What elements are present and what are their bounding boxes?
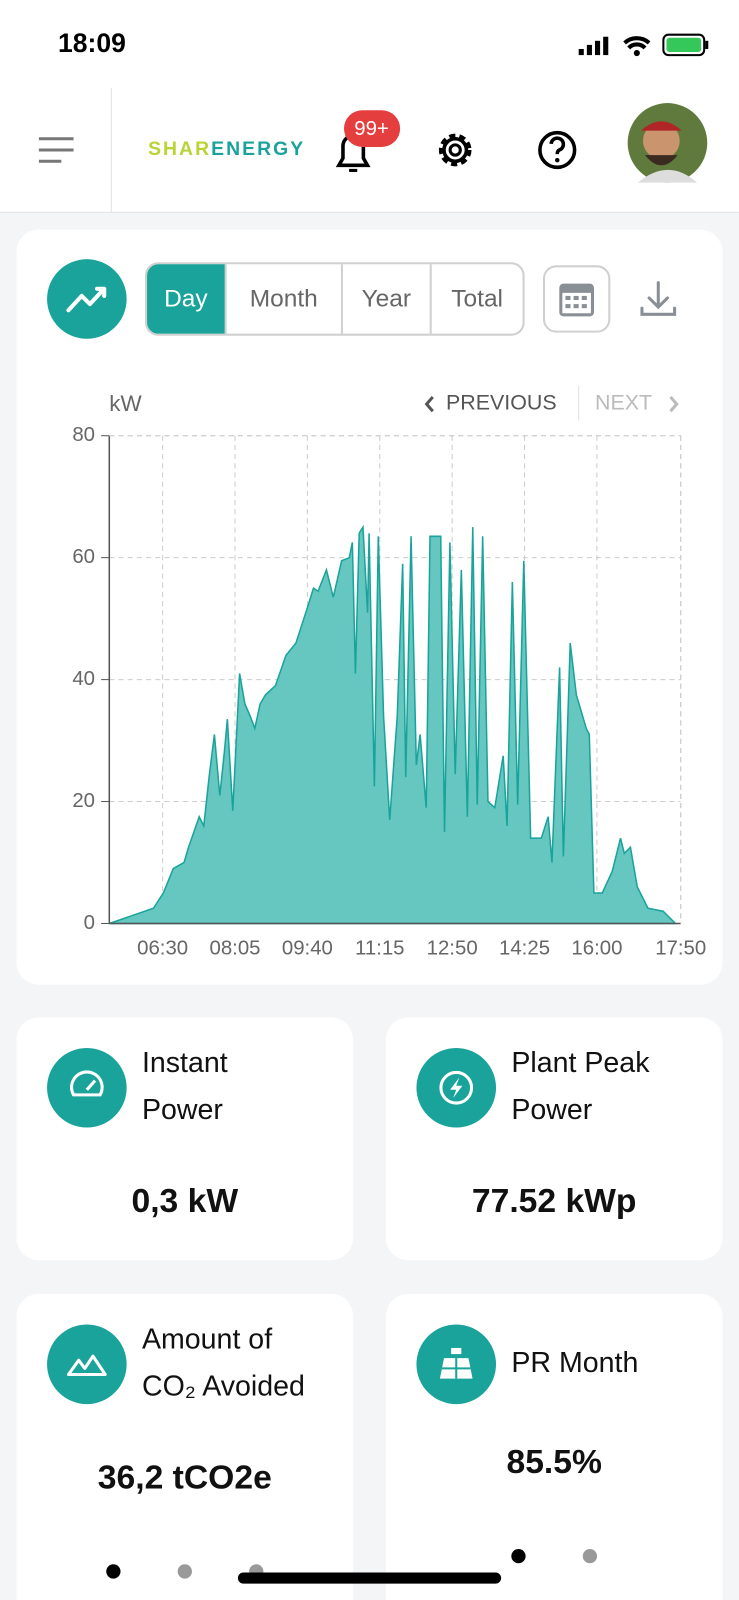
x-tick-label: 16:00 bbox=[571, 937, 622, 959]
y-tick-label: 80 bbox=[72, 424, 95, 446]
tab-label: Month bbox=[250, 285, 318, 312]
home-indicator bbox=[237, 1572, 502, 1584]
tab-label: Day bbox=[164, 285, 208, 312]
header-bg bbox=[0, 0, 739, 213]
card-title: Power bbox=[511, 1094, 592, 1126]
plot: 0 20 40 60 80 06:30 08:05 09:40 11:15 12:50 14:25 1… bbox=[72, 424, 706, 959]
card-title: Plant Peak bbox=[511, 1047, 650, 1079]
period-tabs: Day Month Year Total bbox=[145, 262, 525, 336]
card-title: Amount of bbox=[142, 1323, 272, 1355]
menu-button[interactable] bbox=[38, 137, 74, 163]
logo-suffix: ENERGY bbox=[211, 138, 305, 160]
calendar-button[interactable] bbox=[542, 265, 611, 333]
settings-button[interactable] bbox=[438, 133, 472, 167]
card-title: CO₂ Avoided bbox=[142, 1370, 305, 1402]
y-tick-label: 20 bbox=[72, 790, 95, 812]
avatar[interactable] bbox=[627, 103, 708, 183]
y-tick-label: 60 bbox=[72, 546, 95, 568]
pagination bbox=[106, 1548, 598, 1579]
tab-selected-bg bbox=[147, 264, 226, 334]
logo-prefix: SHAR bbox=[148, 138, 211, 160]
card-icon bbox=[416, 1047, 497, 1128]
cards: Instant Power 0,3 kW Plant Peak Power 77.52 k… bbox=[16, 1017, 723, 1600]
x-tick-label: 09:40 bbox=[282, 937, 333, 959]
stat-card: PR Month 85.5% bbox=[385, 1293, 723, 1600]
tab[interactable]: Month bbox=[224, 264, 318, 334]
stat-card: Instant Power 0,3 kW bbox=[16, 1017, 354, 1261]
tab[interactable]: Day bbox=[147, 264, 226, 334]
card-icon bbox=[47, 1047, 127, 1128]
next-label: NEXT bbox=[595, 391, 652, 415]
tab[interactable]: Year bbox=[340, 264, 411, 334]
help-button[interactable] bbox=[538, 130, 577, 170]
card-title: PR Month bbox=[511, 1347, 638, 1379]
area bbox=[109, 524, 678, 925]
notifications-button[interactable]: 99+ bbox=[335, 110, 401, 172]
x-tick-label: 08:05 bbox=[209, 937, 260, 959]
next-button: NEXT bbox=[595, 391, 679, 415]
card-value: 85.5% bbox=[506, 1444, 602, 1481]
download-button[interactable] bbox=[640, 281, 677, 316]
x-tick-label: 12:50 bbox=[427, 937, 478, 959]
status-time: 18:09 bbox=[58, 28, 126, 58]
card-icon bbox=[47, 1324, 127, 1405]
x-tick-label: 06:30 bbox=[137, 937, 188, 959]
tab-label: Year bbox=[362, 285, 411, 312]
x-tick-label: 17:50 bbox=[655, 937, 706, 959]
card-value: 36,2 tCO2e bbox=[98, 1459, 272, 1496]
notification-badge: 99+ bbox=[354, 118, 389, 140]
card-value: 0,3 kW bbox=[131, 1183, 238, 1220]
y-tick-label: 40 bbox=[72, 668, 95, 690]
tab-label: Total bbox=[451, 285, 503, 312]
card-icon bbox=[416, 1324, 497, 1405]
x-tick-label: 14:25 bbox=[499, 937, 550, 959]
previous-label: PREVIOUS bbox=[446, 391, 557, 415]
status-icons bbox=[578, 33, 709, 57]
stat-card: Plant Peak Power 77.52 kWp bbox=[385, 1017, 723, 1261]
card-title: Instant bbox=[142, 1047, 228, 1079]
x-tick-label: 11:15 bbox=[355, 937, 405, 959]
tab[interactable]: Total bbox=[429, 264, 503, 334]
stat-card: Amount of CO₂ Avoided 36,2 tCO2e bbox=[16, 1293, 354, 1600]
logo: SHARENERGY bbox=[148, 138, 305, 160]
card-title: Power bbox=[142, 1094, 223, 1126]
previous-button[interactable]: PREVIOUS bbox=[424, 391, 557, 415]
y-axis-label: kW bbox=[109, 391, 142, 416]
y-tick-label: 0 bbox=[84, 912, 95, 934]
chart-type-button[interactable] bbox=[47, 259, 127, 339]
card-value: 77.52 kWp bbox=[472, 1183, 637, 1220]
